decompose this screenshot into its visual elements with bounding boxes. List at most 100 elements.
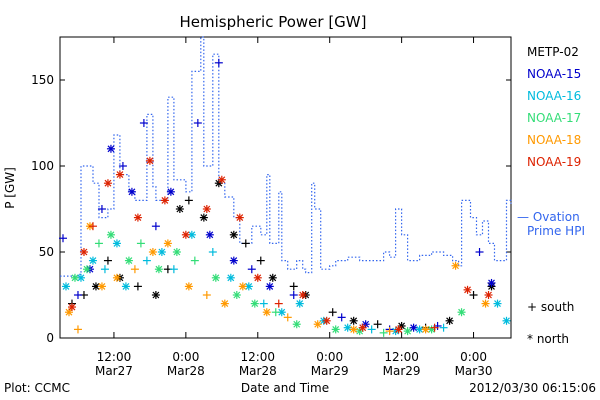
point-metp-02-south: [133, 282, 142, 291]
legend-entry-noaa-17: NOAA-17: [527, 111, 581, 125]
point-noaa-15-south: [151, 222, 160, 231]
legend-entry-noaa-16: NOAA-16: [527, 89, 581, 103]
point-noaa-15-south: [475, 248, 484, 256]
point-noaa-19-north: [253, 273, 262, 282]
point-noaa-15-south: [214, 58, 223, 67]
point-noaa-19-north: [217, 175, 226, 184]
point-noaa-16-north: [343, 323, 352, 332]
point-noaa-19-north: [202, 205, 211, 213]
point-noaa-17-north: [211, 273, 220, 282]
point-noaa-19-north: [322, 316, 331, 325]
legend-entry-noaa-15: NOAA-15: [527, 67, 581, 81]
x-tick-label-date: Mar28: [239, 364, 277, 378]
point-metp-02-north: [268, 273, 277, 282]
point-metp-02-south: [184, 196, 193, 205]
point-noaa-16-south: [169, 265, 178, 274]
point-noaa-15-south: [337, 313, 346, 322]
ovation-prime-series: [60, 36, 512, 277]
legend-entry-noaa-18: NOAA-18: [527, 133, 581, 147]
point-noaa-16-south: [100, 265, 109, 274]
legend-entry-noaa-19: NOAA-19: [527, 155, 581, 169]
point-noaa-16-north: [121, 282, 130, 291]
point-noaa-18-north: [220, 299, 229, 308]
point-noaa-19-north: [298, 291, 307, 299]
point-noaa-17-south: [94, 239, 103, 248]
point-metp-02-north: [229, 230, 238, 239]
x-tick-label-time: 12:00: [384, 350, 419, 364]
point-metp-02-north: [445, 316, 454, 325]
point-noaa-15-north: [487, 278, 496, 287]
point-noaa-16-north: [226, 273, 235, 282]
point-noaa-17-north: [82, 265, 91, 274]
chart-title: Hemispheric Power [GW]: [180, 13, 367, 31]
point-metp-02-south: [373, 320, 382, 329]
point-noaa-17-north: [250, 299, 259, 308]
point-metp-02-north: [349, 316, 358, 325]
footer-timestamp: 2012/03/30 06:15:06: [469, 381, 596, 395]
ovation-label-line1: — Ovation: [517, 210, 580, 224]
point-metp-02-south: [469, 291, 478, 299]
x-tick-label-time: 12:00: [240, 350, 275, 364]
plot-area-frame: [59, 36, 512, 339]
footer-plot-credit: Plot: CCMC: [4, 381, 70, 395]
point-noaa-15-south: [97, 205, 106, 213]
y-axis-label: P [GW]: [3, 167, 17, 209]
point-noaa-19-south: [430, 323, 439, 332]
point-noaa-19-north: [115, 170, 124, 179]
point-noaa-19-north: [235, 213, 244, 222]
point-noaa-18-north: [313, 320, 322, 329]
point-noaa-15-north: [409, 323, 418, 332]
point-noaa-19-north: [484, 291, 493, 299]
point-metp-02-south: [256, 256, 265, 265]
point-metp-02-north: [175, 205, 184, 213]
x-axis-ticks: 12:00Mar270:00Mar2812:00Mar280:00Mar2912…: [95, 37, 493, 378]
x-tick-label-date: Mar28: [167, 364, 205, 378]
point-noaa-15-south: [247, 265, 256, 274]
x-tick-label-time: 0:00: [316, 350, 343, 364]
point-noaa-16-south: [259, 299, 268, 308]
point-noaa-16-north: [493, 299, 502, 308]
point-noaa-17-north: [292, 320, 301, 329]
satellite-data-points: [58, 58, 511, 337]
point-noaa-18-north: [421, 325, 430, 334]
point-noaa-17-north: [70, 273, 79, 282]
point-noaa-15-south: [73, 291, 82, 299]
point-noaa-17-north: [232, 291, 241, 299]
point-noaa-18-north: [64, 308, 73, 317]
point-noaa-17-north: [172, 248, 181, 256]
point-noaa-17-south: [136, 239, 145, 248]
point-noaa-16-south: [367, 325, 376, 334]
marker-key-south: + south: [527, 300, 574, 314]
point-noaa-18-south: [130, 265, 139, 274]
x-tick-label-date: Mar29: [383, 364, 421, 378]
x-tick-label-time: 0:00: [460, 350, 487, 364]
y-axis-ticks: 0 50 100 150: [31, 73, 511, 345]
point-noaa-17-north: [124, 256, 133, 265]
point-metp-02-north: [151, 291, 160, 299]
point-noaa-15-north: [205, 230, 214, 239]
point-noaa-19-north: [103, 179, 112, 188]
point-noaa-15-south: [139, 119, 148, 127]
point-noaa-18-south: [385, 327, 394, 336]
legend-entry-metp-02: METP-02: [527, 45, 579, 59]
point-noaa-17-north: [154, 265, 163, 274]
x-tick-label-date: Mar30: [455, 364, 493, 378]
point-noaa-18-north: [163, 239, 172, 248]
point-metp-02-north: [199, 213, 208, 222]
point-metp-02-south: [328, 308, 337, 317]
y-tick-label: 150: [31, 73, 54, 87]
point-noaa-15-south: [58, 234, 67, 243]
satellite-legend: METP-02 NOAA-15 NOAA-16 NOAA-17 NOAA-18 NOAA-…: [527, 45, 581, 169]
x-tick-label-date: Mar27: [95, 364, 133, 378]
point-noaa-19-north: [463, 285, 472, 294]
point-metp-02-south: [289, 282, 298, 291]
point-noaa-16-north: [502, 316, 511, 325]
x-tick-label-time: 0:00: [172, 350, 199, 364]
point-noaa-15-north: [127, 187, 136, 196]
point-noaa-18-north: [97, 282, 106, 291]
point-noaa-17-south: [379, 328, 388, 337]
point-noaa-18-south: [283, 313, 292, 322]
point-noaa-19-north: [145, 156, 154, 165]
point-noaa-17-north: [106, 230, 115, 239]
